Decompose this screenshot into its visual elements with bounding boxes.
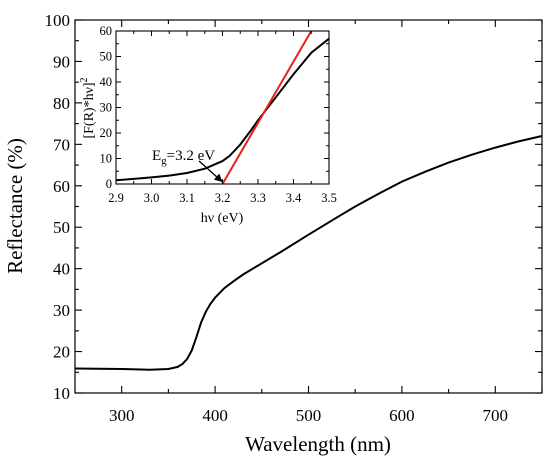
main-y-tick-label: 50 (53, 218, 70, 237)
inset-tauc-curve (115, 37, 330, 182)
main-x-tick-labels: 300 400 500 600 700 (109, 406, 508, 425)
band-gap-value: =3.2 eV (167, 148, 216, 164)
inset-x-tick-label: 3.1 (179, 191, 195, 205)
inset-ticks (115, 30, 330, 185)
main-ticks (74, 19, 543, 394)
inset-y-tick-labels: 0 10 20 30 40 50 60 (100, 24, 113, 191)
inset-x-axis-title: hν (eV) (201, 211, 244, 226)
band-gap-annotation: Eg=3.2 eV (152, 148, 215, 167)
band-gap-symbol: E (152, 148, 161, 164)
main-y-tick-labels: 10 20 30 40 50 60 70 80 90 100 (45, 11, 71, 403)
main-x-tick-label: 500 (296, 406, 322, 425)
inset-x-tick-label: 3.5 (321, 191, 337, 205)
inset-y-tick-label: 60 (100, 24, 113, 38)
inset-y-tick-label: 10 (100, 152, 113, 166)
inset-y-tick-label: 20 (100, 126, 113, 140)
inset-y-axis-title: [F(R)*hν]2 (79, 77, 97, 138)
main-x-tick-label: 600 (389, 406, 415, 425)
main-y-tick-label: 20 (53, 343, 70, 362)
main-x-tick-label: 300 (109, 406, 135, 425)
band-gap-subscript: g (161, 155, 167, 167)
main-y-tick-label: 10 (53, 384, 70, 403)
main-y-tick-label: 90 (53, 52, 70, 71)
band-gap-arrowhead (213, 173, 223, 182)
inset-x-tick-label: 3.0 (144, 191, 160, 205)
inset-y-tick-label: 0 (106, 177, 112, 191)
main-y-tick-label: 100 (45, 11, 71, 30)
inset-linear-fit-line (221, 30, 313, 185)
main-y-tick-label: 30 (53, 301, 70, 320)
main-y-tick-label: 70 (53, 135, 70, 154)
inset-y-tick-label: 30 (100, 101, 113, 115)
inset-x-tick-label: 3.3 (250, 191, 266, 205)
main-y-tick-label: 80 (53, 94, 70, 113)
main-y-tick-label: 60 (53, 177, 70, 196)
main-x-tick-label: 400 (202, 406, 228, 425)
x-axis-title: Wavelength (nm) (245, 432, 391, 456)
inset-x-tick-labels: 2.9 3.0 3.1 3.2 3.3 3.4 3.5 (108, 191, 337, 205)
inset-x-tick-label: 3.4 (286, 191, 302, 205)
inset-background (116, 31, 329, 184)
inset-x-tick-label: 3.2 (215, 191, 231, 205)
inset-chart: 2.9 3.0 3.1 3.2 3.3 3.4 3.5 0 10 20 30 40 50 60 hν (… (79, 24, 337, 226)
main-y-tick-label: 40 (53, 260, 70, 279)
y-axis-title: Reflectance (%) (3, 138, 27, 274)
inset-y-tick-label: 50 (100, 50, 113, 64)
reflectance-series-line (74, 135, 543, 371)
main-x-tick-label: 700 (483, 406, 509, 425)
inset-y-axis-title-base: [F(R)*hν] (82, 82, 97, 138)
inset-x-tick-label: 2.9 (108, 191, 124, 205)
inset-y-axis-title-exponent: 2 (79, 77, 90, 82)
inset-y-tick-label: 40 (100, 75, 113, 89)
